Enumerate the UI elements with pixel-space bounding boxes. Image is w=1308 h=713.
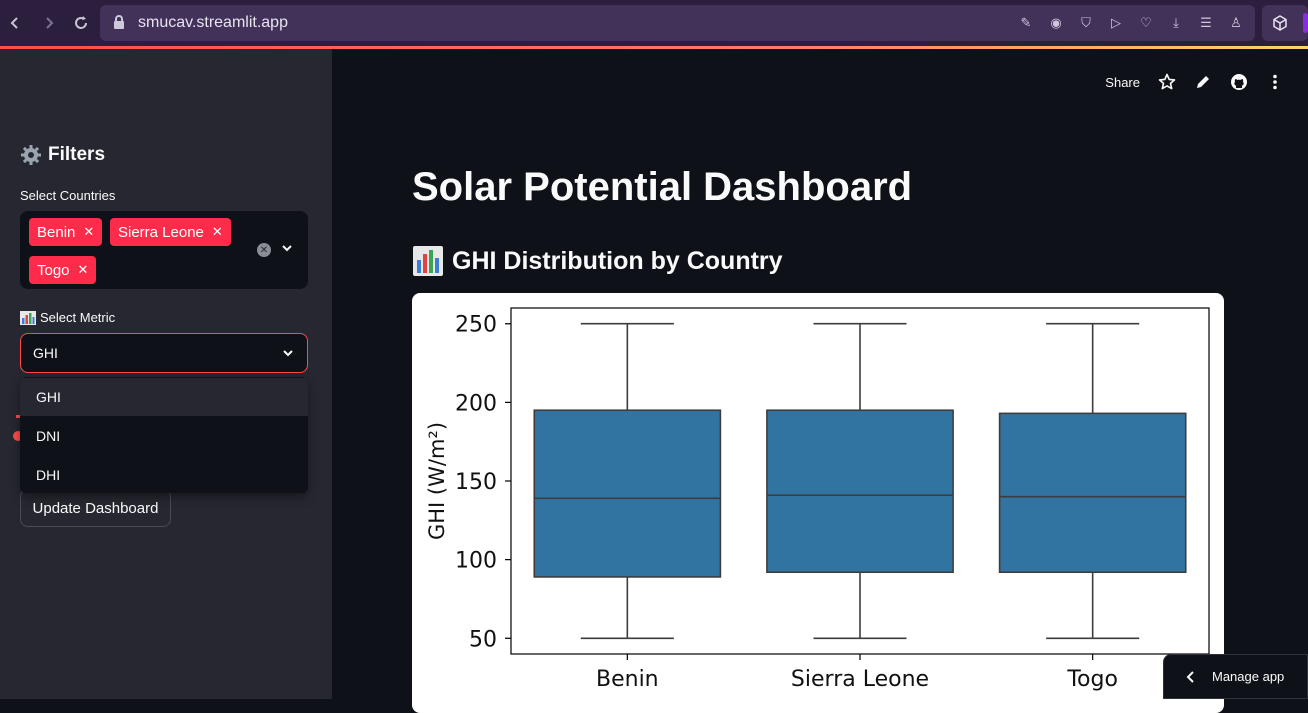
- y-tick-label: 200: [455, 391, 497, 416]
- gear-icon: [21, 145, 41, 165]
- account-icon[interactable]: ♙: [1230, 15, 1242, 30]
- section-title-text: GHI Distribution by Country: [452, 246, 783, 275]
- camera-icon[interactable]: ◉: [1050, 15, 1062, 30]
- countries-multiselect[interactable]: Benin ✕ Sierra Leone ✕ Togo ✕ ✕: [20, 211, 308, 289]
- metric-label-text: Select Metric: [40, 310, 116, 325]
- chip-label: Togo: [37, 261, 70, 279]
- y-tick-label: 50: [469, 627, 497, 652]
- chip-label: Sierra Leone: [118, 223, 204, 241]
- y-axis-label: GHI (W/m²): [425, 422, 449, 540]
- slider-handle[interactable]: [13, 431, 23, 441]
- metric-label: Select Metric: [20, 310, 115, 325]
- box-sierra-leone: [766, 409, 954, 574]
- chip-benin[interactable]: Benin ✕: [29, 218, 103, 246]
- main-content: Share Solar Potential Dashboard GHI Dist…: [332, 49, 1308, 713]
- bar-chart-icon: [20, 310, 36, 325]
- reload-icon[interactable]: [66, 8, 96, 38]
- remove-chip-icon[interactable]: ✕: [77, 262, 89, 277]
- cube-icon: [1273, 15, 1287, 31]
- metric-select-value: GHI: [33, 345, 58, 361]
- more-menu-icon[interactable]: [1266, 73, 1284, 91]
- chip-sierra-leone[interactable]: Sierra Leone ✕: [110, 218, 231, 246]
- chevron-down-icon[interactable]: [280, 241, 294, 255]
- chip-label: Benin: [37, 223, 76, 241]
- heart-icon[interactable]: ♡: [1140, 15, 1152, 30]
- menu-icon[interactable]: ☰: [1200, 15, 1212, 30]
- sidebar: Filters Select Countries Benin ✕ Sierra …: [0, 49, 332, 699]
- slider-tick: [16, 415, 20, 418]
- update-dashboard-button[interactable]: Update Dashboard: [20, 489, 171, 527]
- back-icon[interactable]: [0, 8, 30, 38]
- section-title: GHI Distribution by Country: [412, 245, 783, 277]
- edit-icon[interactable]: ✎: [1020, 15, 1032, 30]
- metric-dropdown-menu: GHI DNI DHI: [20, 377, 308, 493]
- extensions-button[interactable]: [1262, 5, 1308, 41]
- chip-togo[interactable]: Togo ✕: [29, 256, 97, 284]
- play-icon[interactable]: ▷: [1111, 15, 1121, 30]
- lock-icon: [114, 15, 124, 29]
- box-benin: [533, 409, 722, 578]
- github-icon[interactable]: [1230, 73, 1248, 91]
- remove-chip-icon[interactable]: ✕: [83, 224, 95, 239]
- manage-app-button[interactable]: Manage app: [1163, 654, 1308, 699]
- sidebar-title: Filters: [20, 144, 105, 166]
- option-ghi[interactable]: GHI: [20, 378, 308, 416]
- chevron-down-icon[interactable]: [281, 346, 295, 360]
- option-dni[interactable]: DNI: [36, 428, 61, 444]
- decoration-line: [0, 46, 1308, 49]
- remove-chip-icon[interactable]: ✕: [211, 224, 223, 239]
- pencil-icon[interactable]: [1194, 73, 1212, 91]
- sidebar-title-text: Filters: [48, 144, 106, 165]
- countries-label: Select Countries: [20, 188, 116, 203]
- shield-icon[interactable]: ⛉: [1081, 15, 1091, 30]
- chevron-left-icon: [1186, 670, 1194, 683]
- boxplot-svg: 50 100 150 200 250 GHI (W/m²) Benin Sierra Leon…: [425, 307, 1210, 692]
- clear-all-icon[interactable]: ✕: [257, 243, 271, 257]
- y-tick-label: 250: [455, 313, 497, 338]
- download-icon[interactable]: ⤓: [1173, 15, 1179, 30]
- bar-chart-icon: [413, 246, 443, 276]
- profile-accent: [1303, 13, 1308, 33]
- metric-select[interactable]: GHI: [20, 333, 308, 373]
- star-icon[interactable]: [1158, 73, 1176, 91]
- page-title: Solar Potential Dashboard: [412, 165, 913, 209]
- forward-icon[interactable]: [34, 8, 64, 38]
- x-tick-label: Sierra Leone: [791, 667, 929, 692]
- address-bar[interactable]: smucav.streamlit.app ✎ ◉ ⛉ ▷ ♡ ⤓ ☰ ♙: [100, 5, 1255, 41]
- app-toolbar: Share: [1105, 73, 1284, 91]
- browser-toolbar: smucav.streamlit.app ✎ ◉ ⛉ ▷ ♡ ⤓ ☰ ♙: [0, 0, 1308, 46]
- manage-app-label: Manage app: [1212, 669, 1285, 684]
- x-tick-label: Benin: [596, 667, 659, 692]
- url-text[interactable]: smucav.streamlit.app: [138, 14, 288, 31]
- ghi-boxplot-chart: 50 100 150 200 250 GHI (W/m²) Benin Sierra Leon…: [412, 293, 1224, 713]
- box-togo: [998, 412, 1187, 574]
- option-dhi[interactable]: DHI: [36, 467, 61, 483]
- x-tick-label: Togo: [1066, 667, 1118, 692]
- y-tick-label: 150: [455, 470, 497, 495]
- share-button[interactable]: Share: [1105, 74, 1140, 90]
- y-tick-label: 100: [455, 549, 497, 574]
